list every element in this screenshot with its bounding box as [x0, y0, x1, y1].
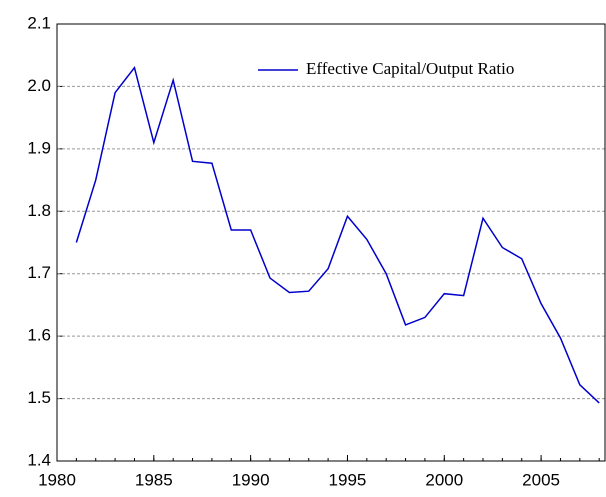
y-tick-label: 2.1	[27, 13, 51, 32]
x-tick-label: 1985	[135, 470, 173, 489]
y-tick-label: 1.5	[27, 388, 51, 407]
legend-text: Effective Capital/Output Ratio	[306, 59, 514, 78]
y-tick-label: 1.8	[27, 201, 51, 220]
plot-frame	[56, 23, 606, 462]
x-tick-label: 1980	[38, 470, 76, 489]
y-tick-label: 1.7	[27, 263, 51, 282]
y-tick-label: 2.0	[27, 76, 51, 95]
y-tick-label: 1.4	[27, 450, 51, 469]
x-tick-label: 2005	[522, 470, 560, 489]
x-tick-label: 1995	[329, 470, 367, 489]
series-line	[75, 66, 600, 404]
x-tick-label: 2000	[425, 470, 463, 489]
y-tick-label: 1.9	[27, 138, 51, 157]
x-tick-label: 1990	[232, 470, 270, 489]
y-tick-label: 1.6	[27, 326, 51, 345]
